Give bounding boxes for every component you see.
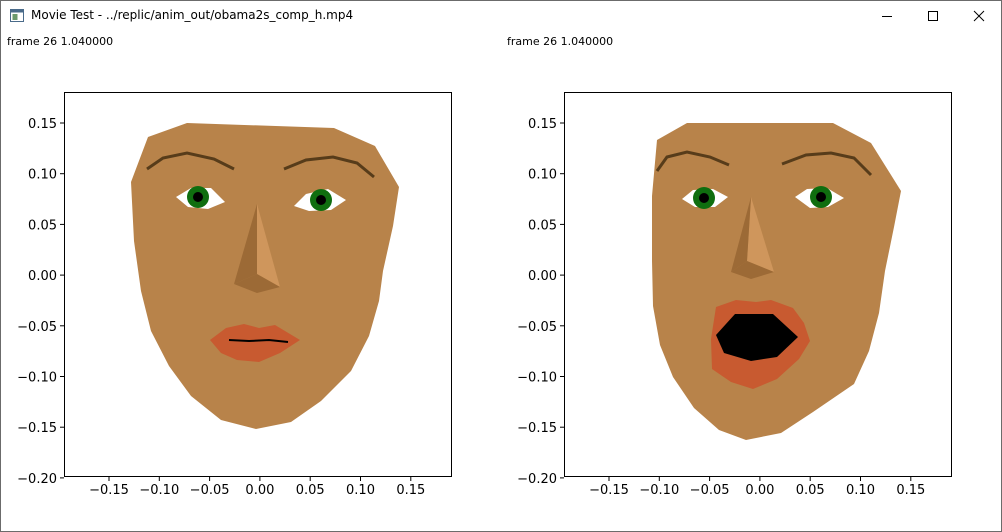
x-tick-label: 0.10 (346, 483, 375, 498)
y-tick-label: 0.15 (28, 117, 57, 132)
app-window-icon (10, 9, 24, 22)
nose-dark-side (234, 204, 257, 284)
x-tick-label: −0.05 (190, 483, 230, 498)
frame-label-right: frame 26 1.040000 (507, 35, 614, 48)
close-button[interactable] (956, 1, 1002, 31)
minimize-icon (882, 16, 892, 17)
frame-label-left: frame 26 1.040000 (7, 35, 114, 48)
close-icon (973, 10, 985, 22)
y-tick-label: 0.05 (28, 218, 57, 233)
y-tick-label: 0.00 (28, 269, 57, 284)
maximize-button[interactable] (910, 1, 956, 31)
y-tick-label: 0.10 (28, 168, 57, 183)
minimize-button[interactable] (864, 1, 910, 31)
eyebrow-left (146, 151, 235, 171)
x-tick-label: −0.15 (89, 483, 129, 498)
y-tick-label: −0.15 (17, 421, 57, 436)
ticks-left: −0.15 −0.10 −0.05 0.00 0.05 0.10 0.15 0.15 0.10 0… (17, 117, 425, 498)
pupil-left (193, 192, 203, 202)
x-tick-label: 0.00 (245, 483, 274, 498)
x-tick-label: −0.10 (139, 483, 179, 498)
x-tick-label: 0.15 (396, 483, 425, 498)
maximize-icon (928, 11, 938, 21)
lips-closed (210, 324, 300, 362)
window-title: Movie Test - ../replic/anim_out/obama2s_… (31, 8, 354, 22)
axes-frame-left (64, 92, 452, 477)
y-tick-label: −0.20 (17, 472, 57, 487)
pupil-right (316, 195, 326, 205)
face-left (131, 123, 399, 429)
eyebrow-right (283, 155, 375, 179)
x-tick-label: 0.05 (296, 483, 325, 498)
y-tick-label: −0.05 (17, 320, 57, 335)
lip-line (228, 338, 289, 343)
y-tick-label: −0.10 (17, 371, 57, 386)
title-bar[interactable]: Movie Test - ../replic/anim_out/obama2s_… (1, 1, 1001, 31)
nose-light (257, 204, 280, 287)
nose-base (234, 274, 280, 293)
